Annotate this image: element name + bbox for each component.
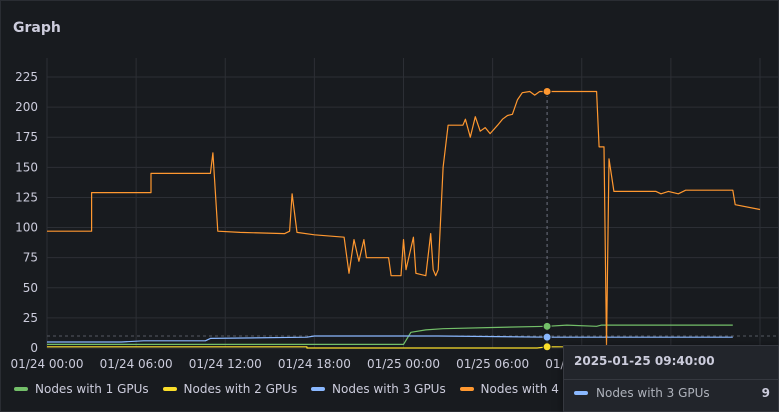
x-tick-label: 01/24 12:00 — [189, 357, 262, 371]
legend-swatch-3gpu — [311, 387, 326, 391]
legend-item-1gpu[interactable]: Nodes with 1 GPUs — [14, 382, 149, 396]
tooltip-divider — [564, 379, 778, 380]
panel-title: Graph — [13, 20, 61, 36]
tooltip-value: 9 — [761, 386, 770, 400]
y-tick-label: 100 — [15, 221, 38, 235]
x-tick-label: 01/24 06:00 — [100, 357, 173, 371]
y-tick-label: 125 — [15, 190, 38, 204]
hover-point-2 — [542, 342, 552, 352]
legend-label-3gpu: Nodes with 3 GPUs — [332, 382, 446, 396]
hover-point-3 — [542, 332, 552, 342]
legend-swatch-2gpu — [162, 387, 177, 391]
hover-point-1 — [542, 321, 552, 331]
y-tick-label: 200 — [15, 100, 38, 114]
chart-legend: Nodes with 1 GPUs Nodes with 2 GPUs Node… — [14, 380, 604, 396]
series-line-4 — [47, 90, 761, 347]
x-tick-label: 01/25 06:00 — [456, 357, 529, 371]
x-tick-label: 01/25 00:00 — [367, 357, 440, 371]
legend-swatch-1gpu — [14, 387, 28, 391]
legend-swatch-4gpu — [459, 387, 474, 391]
tooltip-row: Nodes with 3 GPUs 9 — [574, 386, 770, 400]
y-tick-label: 50 — [23, 281, 38, 295]
x-tick-label: 01/24 18:00 — [278, 357, 351, 371]
x-tick-label: 01/24 00:00 — [11, 357, 84, 371]
y-tick-label: 150 — [15, 160, 38, 174]
tooltip-series: Nodes with 3 GPUs — [596, 386, 710, 400]
legend-item-2gpu[interactable]: Nodes with 2 GPUs — [162, 382, 298, 396]
y-tick-label: 75 — [23, 251, 38, 265]
y-tick-label: 225 — [15, 70, 38, 84]
hover-point-4 — [542, 86, 552, 96]
tooltip-time: 2025-01-25 09:40:00 — [574, 354, 715, 368]
tooltip-swatch — [574, 391, 588, 395]
series-line-1 — [47, 324, 733, 345]
y-tick-label: 175 — [15, 130, 38, 144]
legend-label-2gpu: Nodes with 2 GPUs — [183, 382, 298, 396]
legend-item-3gpu[interactable]: Nodes with 3 GPUs — [311, 382, 446, 396]
y-tick-label: 25 — [23, 311, 38, 325]
hover-tooltip: 2025-01-25 09:40:00 Nodes with 3 GPUs 9 — [563, 345, 779, 412]
y-tick-label: 0 — [30, 341, 38, 355]
legend-label-1gpu: Nodes with 1 GPUs — [35, 382, 149, 396]
series-line-3 — [47, 335, 733, 343]
